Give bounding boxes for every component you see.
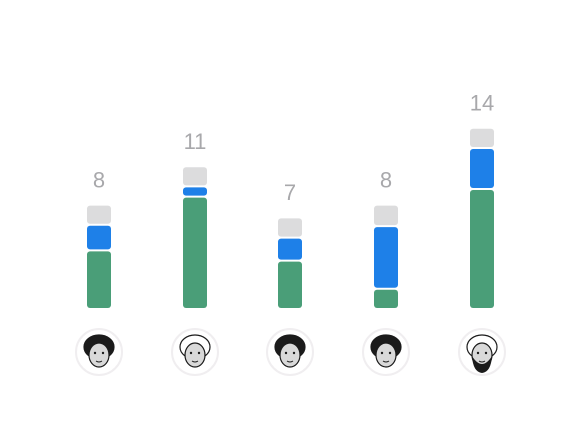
bar-segment <box>278 261 302 308</box>
bar-segment <box>470 128 494 147</box>
avatar-face <box>375 342 397 368</box>
avatar-eye <box>388 351 392 355</box>
total-label: 14 <box>470 91 494 116</box>
total-label: 8 <box>380 167 392 192</box>
avatar-eye <box>476 351 480 355</box>
total-label: 8 <box>93 167 105 192</box>
total-label: 11 <box>184 129 207 154</box>
avatar-eye <box>292 351 296 355</box>
bar-segment <box>278 238 302 260</box>
avatar-face <box>184 342 206 368</box>
bar-segment <box>87 225 111 250</box>
avatar-eye <box>101 351 105 355</box>
avatar-mouth <box>95 360 103 363</box>
bar-segment <box>183 167 207 186</box>
avatar-face <box>88 342 110 368</box>
bar-segment <box>470 189 494 308</box>
avatar-face <box>279 342 301 368</box>
bar-segment <box>87 205 111 224</box>
bar-segment <box>183 187 207 196</box>
avatar-eye <box>197 351 201 355</box>
avatar-eye <box>93 351 97 355</box>
avatar <box>362 328 410 376</box>
avatar-mouth <box>382 360 390 363</box>
avatar-eye <box>284 351 288 355</box>
avatar-mouth <box>191 360 199 363</box>
avatar <box>75 328 123 376</box>
avatar-beard <box>472 356 492 373</box>
bar-segment <box>374 227 398 288</box>
avatar-mouth <box>478 360 486 363</box>
avatar <box>458 328 506 376</box>
avatar-eye <box>380 351 384 355</box>
bar-segment <box>374 289 398 308</box>
bar-segment <box>470 149 494 188</box>
avatar-mouth <box>286 360 294 363</box>
bar-segment <box>87 251 111 308</box>
total-label: 7 <box>284 180 296 205</box>
bar-segment <box>374 205 398 226</box>
avatar-eye <box>484 351 488 355</box>
avatar <box>266 328 314 376</box>
bar-segment <box>278 218 302 237</box>
avatar-eye <box>189 351 193 355</box>
bar-segment <box>183 197 207 308</box>
avatar <box>171 328 219 376</box>
